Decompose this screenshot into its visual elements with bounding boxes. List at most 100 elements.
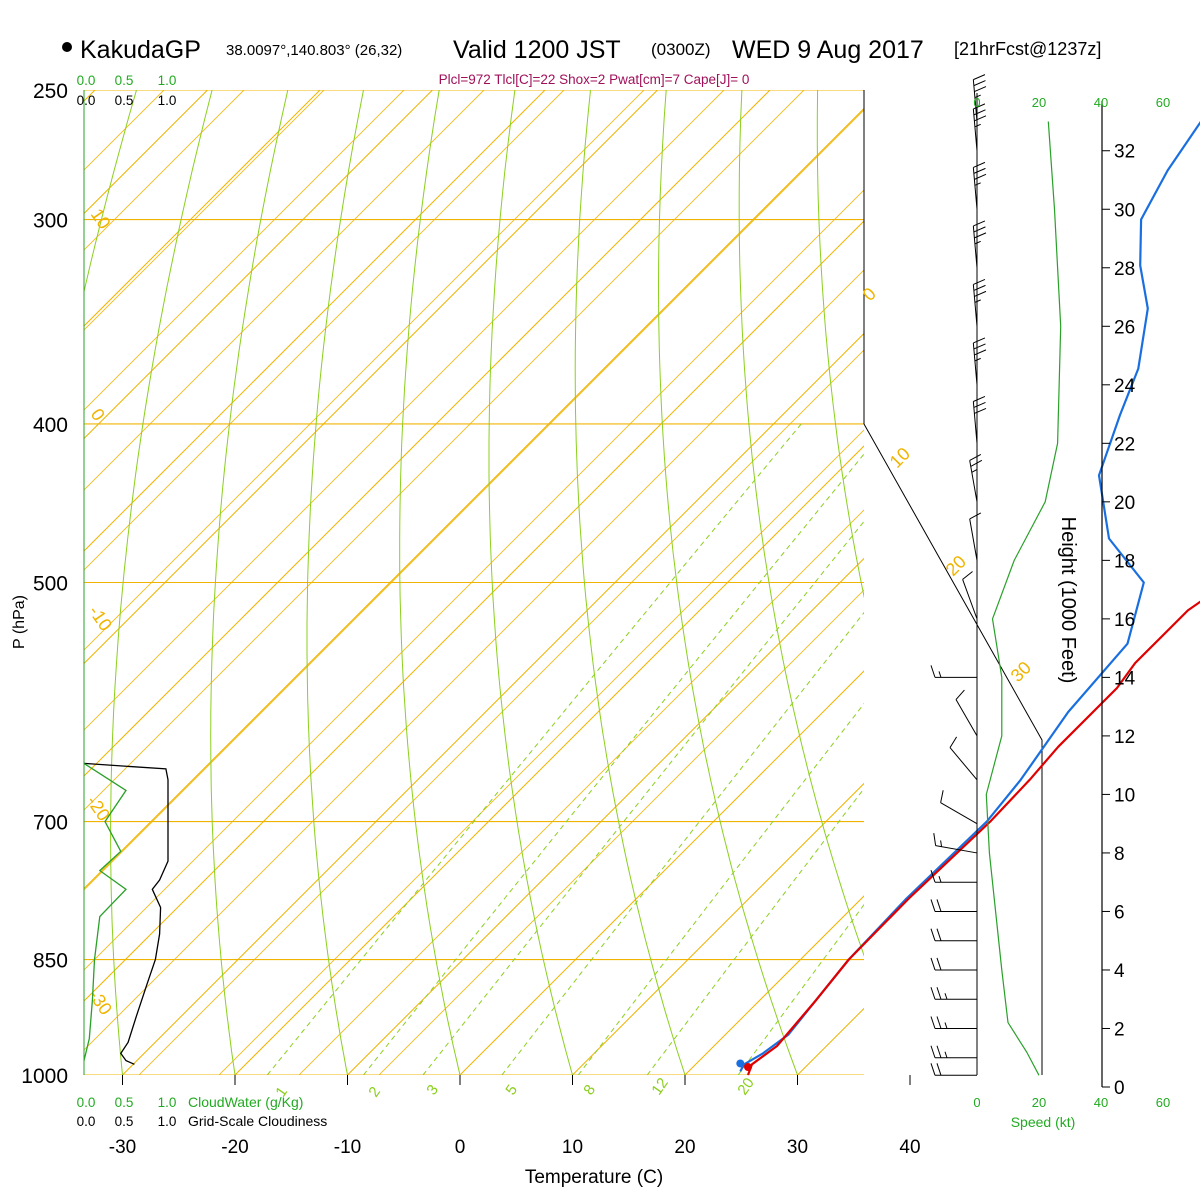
height-tick-label: 2: [1114, 1019, 1125, 1040]
wind-barb-feather: [969, 454, 982, 461]
dry-adiabat-curve: [893, 90, 1135, 1075]
wind-barb-feather: [974, 86, 987, 93]
temperature-line: [746, 600, 1200, 1076]
isotherm-line: [234, 445, 864, 1075]
temp-tick-label: -10: [334, 1137, 361, 1158]
adiabat-line: [84, 90, 485, 491]
adiabat-line: [84, 90, 245, 251]
temp-tick-label: -20: [221, 1137, 248, 1158]
x-axis-title: Temperature (C): [525, 1167, 663, 1188]
wind-barb-half-feather: [944, 993, 948, 1000]
height-tick-label: 0: [1114, 1078, 1125, 1099]
height-tick-label: 8: [1114, 844, 1125, 865]
cloudwater-tick-bottom: 0.5: [115, 1095, 134, 1110]
height-tick-label: 6: [1114, 902, 1125, 923]
y-axis-title: P (hPa): [11, 595, 28, 649]
mixing-ratio-label: 20: [734, 1075, 757, 1098]
wind-barb: [930, 1016, 977, 1029]
adiabat-line: [84, 109, 864, 891]
wind-barb: [930, 987, 977, 1000]
wind-barb: [949, 736, 978, 781]
wind-barb-half-feather: [944, 1051, 948, 1058]
wind-barb: [969, 454, 983, 502]
wind-barb-staff: [962, 579, 978, 620]
wind-barb: [955, 689, 978, 737]
mixing-ratio-line: [737, 903, 864, 1075]
cloudwater-tick-bottom: 0.0: [77, 1095, 96, 1110]
mixing-ratio-label: 5: [502, 1082, 521, 1099]
mixing-ratio-line: [363, 453, 864, 1075]
wind-barb: [930, 957, 977, 971]
adiabat-line: [84, 90, 565, 571]
wind-barb-half-feather: [974, 182, 981, 186]
wind-barb-feather: [936, 987, 942, 1000]
dry-adiabat-curve: [738, 90, 864, 957]
height-tick-label: 32: [1114, 142, 1135, 163]
wind-barb-half-feather: [971, 468, 978, 473]
wind-barb: [930, 928, 977, 942]
isotherm-line: [122, 332, 864, 1075]
wind-barb-feather: [973, 278, 986, 285]
temp-tick-label: 10: [562, 1137, 583, 1158]
utc-time: (0300Z): [651, 40, 711, 59]
wind-barb-feather: [936, 899, 942, 912]
speed-tick-label-bottom: 0: [973, 1095, 980, 1110]
height-tick-label: 22: [1114, 434, 1135, 455]
indices-text: Plcl=972 Tlcl[C]=22 Shox=2 Pwat[cm]=7 Ca…: [439, 72, 750, 87]
wind-barb-feather: [940, 790, 944, 803]
isotherm-label: 10: [886, 444, 914, 472]
dry-adiabat-curve: [657, 90, 798, 1075]
wind-barb-feather: [974, 349, 987, 356]
wind-barb-feather: [955, 689, 965, 700]
isotherm-label: 30: [1007, 658, 1035, 686]
wind-barb-feather: [973, 80, 986, 87]
cloudiness-axis-title: Grid-Scale Cloudiness: [188, 1113, 327, 1129]
speed-tick-label-top: 0: [973, 95, 980, 110]
pressure-tick-label: 850: [33, 950, 68, 973]
isotherm-label: 0: [87, 405, 109, 425]
mixing-ratio-label: 2: [365, 1084, 384, 1101]
speed-tick-label-top: 20: [1032, 95, 1046, 110]
temp-tick-label: 30: [787, 1137, 808, 1158]
pressure-tick-label: 1000: [21, 1065, 68, 1088]
station-name: KakudaGP: [80, 36, 201, 64]
wind-barb-half-feather: [974, 299, 981, 303]
wind-barb-staff: [972, 342, 978, 385]
wind-barb-staff: [935, 845, 978, 854]
height-tick-label: 16: [1114, 610, 1135, 631]
mixing-ratio-line: [266, 423, 802, 1075]
dry-adiabat-curve: [488, 90, 573, 1075]
wind-barb-feather: [973, 284, 986, 291]
wind-barb-feather: [974, 232, 987, 239]
wind-barb-feather: [962, 571, 973, 580]
station-coords: 38.0097°,140.803° (26,32): [226, 42, 402, 59]
mixing-ratio-label: 12: [648, 1075, 671, 1098]
cloudwater-tick-top: 0.0: [77, 73, 96, 88]
wind-barb-half-feather: [938, 876, 942, 883]
dry-adiabat-curve: [1120, 90, 1200, 1075]
wind-barb-half-feather: [938, 671, 942, 678]
isotherm-line: [84, 220, 864, 1002]
isotherm-label: -10: [85, 602, 116, 635]
speed-tick-label-top: 60: [1156, 95, 1170, 110]
isotherm-line: [1023, 90, 1200, 1075]
wind-barb-feather: [930, 1045, 936, 1058]
adiabat-line: [84, 90, 645, 651]
surface-dewpoint-dot: [736, 1059, 745, 1068]
isotherm-line: [459, 670, 864, 1075]
mixing-ratio-line: [422, 520, 864, 1075]
dry-adiabat-curve: [210, 90, 289, 1075]
dry-adiabat-curve: [1196, 90, 1200, 1075]
wind-barb: [972, 103, 987, 151]
cloudwater-tick-top: 1.0: [158, 73, 177, 88]
temp-tick-label: 40: [899, 1137, 920, 1158]
dry-adiabat-curve: [306, 90, 364, 1075]
skewt-grid: [83, 90, 1200, 1075]
temp-tick-label: 20: [674, 1137, 695, 1158]
cloudiness-tick-bottom: 0.0: [77, 1114, 96, 1129]
wind-barb-staff: [969, 518, 978, 561]
wind-barb-feather: [930, 1016, 936, 1029]
wind-barb-staff: [972, 108, 978, 151]
isotherm-line: [84, 90, 771, 777]
